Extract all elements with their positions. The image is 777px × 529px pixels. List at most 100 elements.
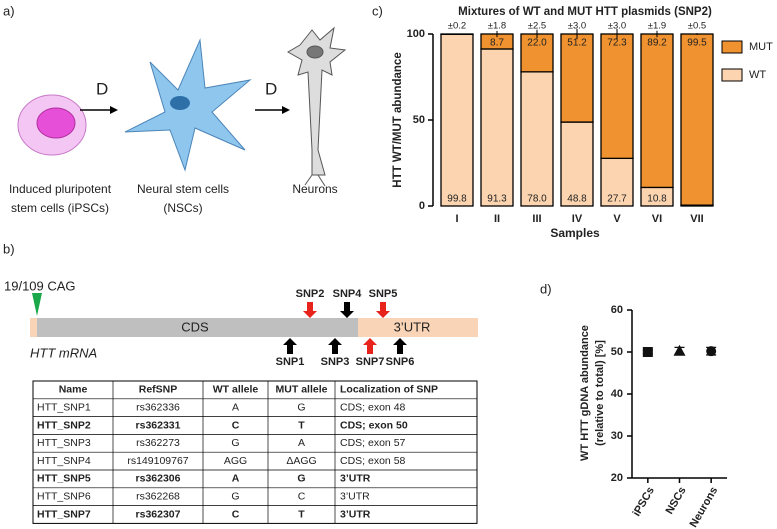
y-tick-label: 100 bbox=[407, 28, 425, 40]
snp-label: SNP7 bbox=[356, 356, 385, 368]
table-cell: rs149109767 bbox=[127, 455, 188, 467]
y-tick-label: 50 bbox=[413, 114, 425, 126]
y-tick-label: 60 bbox=[611, 304, 623, 316]
x-tick-label: VI bbox=[652, 213, 662, 225]
utr-label: 3’UTR bbox=[394, 319, 431, 334]
point bbox=[642, 347, 653, 357]
chart-c: c) Mixtures of WT and MUT HTT plasmids (S… bbox=[372, 3, 773, 240]
table-header: WT allele bbox=[213, 384, 259, 396]
table-header: MUT allele bbox=[276, 384, 328, 396]
y-axis-label: WT HTT gDNA abundance bbox=[579, 325, 591, 461]
table-cell: CDS; exon 48 bbox=[340, 401, 406, 413]
snp-arrow bbox=[283, 338, 297, 354]
chart-d: d) WT HTT gDNA abundance (relative to tota… bbox=[540, 281, 727, 529]
bar-segment bbox=[560, 33, 594, 123]
snp-arrow bbox=[376, 302, 390, 318]
y-tick-label: 20 bbox=[611, 472, 623, 484]
table-cell: 3’UTR bbox=[340, 490, 370, 502]
table-cell: rs362307 bbox=[136, 508, 181, 520]
bar-segment bbox=[480, 48, 514, 207]
snp-group: SNP2 SNP4 SNP5 SNP1 SNP3 SNP7 SNP6 bbox=[276, 288, 415, 368]
snp-arrow bbox=[328, 338, 342, 354]
snp-arrow bbox=[393, 338, 407, 354]
table-cell: rs362331 bbox=[136, 419, 181, 431]
x-tick-label: III bbox=[532, 213, 541, 225]
value-label: 22.0 bbox=[527, 38, 547, 49]
bar-segment bbox=[680, 33, 714, 206]
table-cell: G bbox=[297, 473, 305, 485]
table-cell: C bbox=[232, 419, 240, 431]
snp-label: SNP6 bbox=[386, 356, 415, 368]
value-label: 51.2 bbox=[567, 38, 587, 49]
utr3-region bbox=[358, 318, 478, 337]
table-cell: CDS; exon 50 bbox=[340, 419, 408, 431]
table-cell: T bbox=[298, 419, 305, 431]
y-tick-label: 0 bbox=[419, 200, 425, 212]
point bbox=[706, 346, 717, 357]
table-cell: HTT_SNP6 bbox=[37, 490, 91, 502]
table-cell: G bbox=[231, 437, 239, 449]
snp-label: SNP1 bbox=[276, 356, 305, 368]
bar-segment bbox=[520, 33, 554, 73]
cell-label: Neurons bbox=[292, 182, 337, 196]
table-cell: G bbox=[231, 490, 239, 502]
x-tick-label: I bbox=[455, 213, 458, 225]
y-axis-label: HTT WT/MUT abundance bbox=[392, 52, 404, 187]
panel-label: a) bbox=[3, 3, 15, 18]
x-tick-label: iPSCs bbox=[631, 485, 657, 519]
table-header: RefSNP bbox=[139, 384, 178, 396]
bar-segment bbox=[600, 157, 634, 207]
table-cell: HTT_SNP7 bbox=[37, 508, 91, 520]
snp-label: SNP4 bbox=[333, 288, 363, 300]
value-label: 78.0 bbox=[527, 194, 547, 205]
table-cell: AGG bbox=[224, 455, 247, 467]
table-cell: rs362336 bbox=[136, 401, 180, 413]
mrna-label: HTT mRNA bbox=[30, 345, 97, 360]
cag-marker bbox=[32, 293, 42, 316]
snp-label: SNP2 bbox=[296, 288, 325, 300]
table-cell: C bbox=[298, 490, 306, 502]
table-cell: A bbox=[298, 437, 305, 449]
error-label: ±0.5 bbox=[688, 21, 706, 32]
snp-arrow bbox=[363, 338, 377, 354]
bar-segment bbox=[640, 33, 674, 189]
value-label: 99.5 bbox=[687, 38, 707, 49]
cds-label: CDS bbox=[181, 319, 209, 334]
value-label: 10.8 bbox=[647, 194, 667, 205]
table-cell: 3’UTR bbox=[340, 508, 371, 520]
panel-label: c) bbox=[372, 3, 383, 18]
bar-segment bbox=[600, 33, 634, 160]
error-label: ±3.0 bbox=[568, 21, 586, 32]
arrow-label: D bbox=[265, 79, 277, 98]
x-tick-label: NSCs bbox=[664, 485, 689, 516]
value-label: 48.8 bbox=[567, 194, 587, 205]
table-cell: T bbox=[298, 508, 305, 520]
panel-label: d) bbox=[540, 281, 552, 296]
cag-label: 19/109 CAG bbox=[4, 278, 76, 293]
point bbox=[673, 344, 686, 356]
x-tick-label: IV bbox=[572, 213, 583, 225]
table-cell: 3’UTR bbox=[340, 473, 371, 485]
neuron-cell bbox=[287, 26, 347, 187]
chart-title: Mixtures of WT and MUT HTT plasmids (SNP… bbox=[458, 6, 712, 18]
x-axis-label: Samples bbox=[550, 226, 600, 240]
snp-label: SNP3 bbox=[321, 356, 350, 368]
table-cell: C bbox=[232, 508, 240, 520]
table-cell: rs362273 bbox=[136, 437, 180, 449]
value-label: 27.7 bbox=[607, 194, 627, 205]
error-label: ±3.0 bbox=[608, 21, 626, 32]
snp-table: Name RefSNP WT allele MUT allele Localizatio… bbox=[32, 380, 478, 524]
table-cell: CDS; exon 57 bbox=[340, 437, 406, 449]
snp-arrow bbox=[340, 302, 354, 318]
table-cell: G bbox=[297, 401, 305, 413]
cell-label: stem cells (iPSCs) bbox=[11, 201, 109, 215]
bar-segment bbox=[520, 71, 554, 207]
arrow bbox=[80, 106, 118, 114]
value-label: 89.2 bbox=[647, 38, 667, 49]
x-tick-label: II bbox=[494, 213, 500, 225]
table-cell: ΔAGG bbox=[286, 455, 316, 467]
legend-label: MUT bbox=[749, 41, 773, 53]
utr5 bbox=[30, 318, 37, 337]
table-cell: HTT_SNP2 bbox=[37, 419, 91, 431]
